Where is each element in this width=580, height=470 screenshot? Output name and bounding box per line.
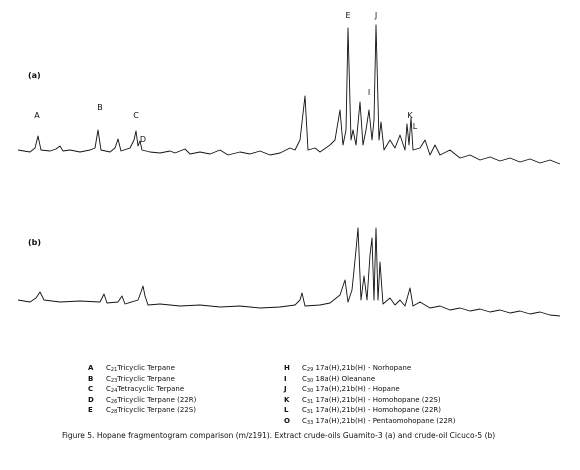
legend-key: E	[88, 406, 93, 414]
legend-text: C30 18a(H) Oleanane	[302, 374, 375, 386]
legend-key: O	[284, 416, 290, 425]
formula-subscript: 24	[110, 388, 118, 394]
peak-label: C	[133, 111, 139, 120]
compound-name: 17a(H),21b(H) - Pentaomohopane (22R)	[313, 416, 456, 425]
formula-subscript: 30	[306, 377, 314, 384]
legend-key: A	[88, 364, 94, 372]
legend-text: C30 17a(H),21b(H) - Hopane	[302, 384, 400, 396]
legend-text: C26Tricyclic Terpane (22R)	[106, 395, 196, 407]
trace-b	[17, 227, 561, 317]
formula: C	[106, 406, 111, 414]
peak-label: K	[407, 111, 413, 120]
formula: C	[106, 395, 111, 404]
legend-text: C33 17a(H),21b(H) - Pentaomohopane (22R)	[302, 416, 455, 428]
formula: C	[106, 385, 111, 393]
peak-label: L	[413, 122, 418, 131]
legend-key: C	[88, 385, 94, 393]
formula: C	[302, 395, 307, 404]
compound-name: 17a(H),21b(H) - Homohopane (22R)	[313, 406, 441, 414]
legend-text: C24Tetracyclic Terpane	[106, 384, 184, 396]
formula: C	[302, 385, 307, 393]
peak-label: E	[345, 11, 350, 20]
formula-subscript: 33	[306, 419, 314, 426]
formula: C	[302, 364, 307, 372]
peak-label: B	[97, 103, 103, 112]
compound-name: 17a(H),21b(H) - Norhopane	[313, 364, 412, 372]
legend-text: C29 17a(H),21b(H) - Norhopane	[302, 363, 411, 375]
legend-key: I	[284, 374, 287, 383]
formula-subscript: 30	[306, 388, 314, 394]
legend-key: D	[88, 395, 94, 404]
formula-subscript: 31	[306, 398, 314, 405]
legend-key: J	[284, 385, 287, 393]
formula: C	[106, 364, 111, 372]
compound-name: 18a(H) Oleanane	[313, 374, 376, 383]
compound-name: Tricyclic Terpane	[117, 364, 175, 372]
formula-subscript: 31	[306, 409, 314, 415]
compound-name: 17a(H),21b(H) - Hopane	[313, 385, 400, 393]
panel-label: (a)	[28, 71, 41, 80]
legend-text: C23Tricyclic Terpane	[106, 374, 175, 386]
formula: C	[302, 406, 307, 414]
formula: C	[302, 416, 307, 425]
legend-text: C31 17a(H),21b(H) - Homohopane (22R)	[302, 405, 441, 417]
compound-name: Tricyclic Terpane (22R)	[117, 395, 197, 404]
panel-label: (b)	[28, 238, 41, 247]
compound-name: Tetracyclic Terpane	[117, 385, 185, 393]
formula-subscript: 21	[110, 367, 118, 373]
legend-text: C31 17a(H),21b(H) - Homohopane (22S)	[302, 395, 441, 407]
peak-label: J	[374, 11, 377, 20]
formula-subscript: 23	[110, 377, 118, 384]
compound-name: Tricyclic Terpane	[117, 374, 175, 383]
caption: Figure 5. Hopane fragmentogram compariso…	[62, 431, 496, 440]
formula-subscript: 26	[110, 398, 118, 405]
formula-subscript: 28	[110, 409, 118, 415]
peak-label: I	[368, 88, 370, 97]
legend-key: B	[88, 374, 94, 383]
legend-text: C21Tricyclic Terpane	[106, 363, 175, 375]
peak-label: D	[140, 135, 146, 144]
legend-key: K	[284, 395, 290, 404]
formula: C	[106, 374, 111, 383]
legend-key: H	[284, 364, 290, 372]
formula: C	[302, 374, 307, 383]
formula-subscript: 29	[306, 367, 314, 373]
legend-key: L	[284, 406, 289, 414]
trace-a	[17, 24, 561, 165]
legend-text: C28Tricyclic Terpane (22S)	[106, 405, 196, 417]
compound-name: 17a(H),21b(H) - Homohopane (22S)	[313, 395, 441, 404]
peak-label: A	[34, 111, 40, 120]
compound-name: Tricyclic Terpane (22S)	[117, 406, 196, 414]
